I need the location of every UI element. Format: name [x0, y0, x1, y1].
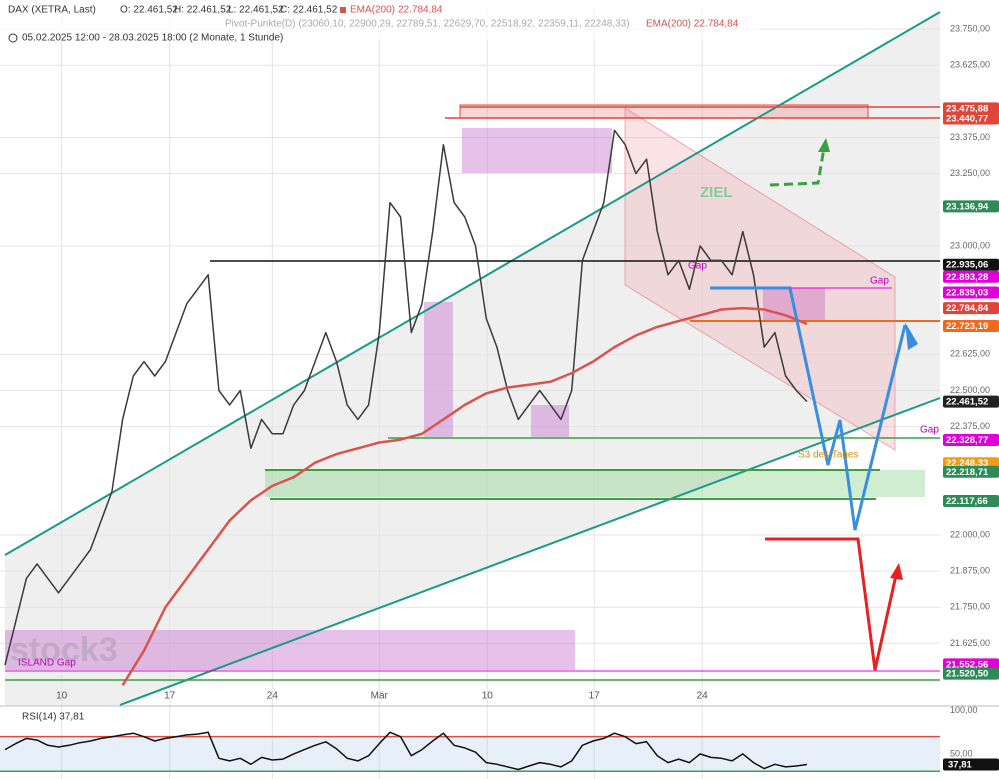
series-line: [121, 306, 808, 686]
level-label: 22.218,71: [946, 467, 989, 478]
y-tick-label: 21.875,00: [950, 566, 990, 576]
y-tick-label: 23.375,00: [950, 132, 990, 142]
support-zone: [265, 470, 925, 497]
ema-label: EMA(200): [350, 5, 395, 16]
forecast-path: [710, 286, 907, 531]
level-marker: [943, 258, 999, 271]
x-tick-label: 24: [267, 691, 279, 702]
level-label: 21.552,56: [946, 659, 988, 670]
header-bg: [0, 0, 760, 40]
arrow-head: [818, 138, 830, 152]
level-marker: [943, 112, 999, 125]
level-marker: [943, 494, 999, 507]
y-tick-label: 22.000,00: [950, 529, 990, 539]
level-marker: [943, 433, 999, 446]
watermark: stock3: [10, 631, 118, 669]
down-channel: [624, 107, 896, 451]
level-label: 23.475,88: [946, 103, 988, 114]
series-layer: [0, 129, 940, 772]
zone: [462, 128, 612, 173]
annotation: ZIEL: [700, 184, 733, 201]
y-tick-label: 23.250,00: [950, 168, 990, 178]
level-label: 22.723,19: [946, 321, 988, 332]
level-label: 22.328,77: [946, 435, 988, 446]
ema-value: 22.784,84: [398, 5, 443, 16]
x-tick-label: 17: [589, 691, 601, 702]
forecast-path: [765, 537, 898, 671]
level-label: 22.248,33: [946, 458, 988, 469]
y-tick-label: 23.750,00: [950, 23, 990, 33]
annotation: S3 des Tages: [798, 450, 858, 461]
series-line: [4, 731, 808, 771]
x-tick-label: 10: [482, 691, 494, 702]
level-marker: [943, 102, 999, 115]
level-marker: [943, 319, 999, 332]
symbol: DAX (XETRA, Last): [8, 5, 96, 16]
level-label: 22.893,28: [946, 272, 988, 283]
last-marker: [943, 758, 999, 771]
level-label: 21.520,50: [946, 669, 988, 680]
y-tick-label: 23.625,00: [950, 60, 990, 70]
annotation: Gap: [870, 276, 889, 287]
zone: [531, 405, 569, 437]
level-marker: [943, 200, 999, 213]
zone: [5, 630, 575, 670]
y-tick-label: 50,00: [950, 748, 973, 758]
level-marker: [943, 286, 999, 299]
x-tick-label: 17: [164, 691, 176, 702]
annotation: Gap: [920, 425, 939, 436]
y-tick-label: 100,00: [950, 705, 978, 715]
rsi-title: RSI(14) 37,81: [22, 712, 85, 723]
level-label: 23.136,94: [946, 201, 989, 212]
level-marker: [943, 658, 999, 671]
ohlc: O: 22.461,52: [120, 5, 178, 16]
band-fill: [0, 736, 940, 772]
x-tick-label: Mär: [371, 691, 389, 702]
level-marker: [943, 395, 999, 408]
level-label: 22.935,06: [946, 260, 988, 271]
level-label: 22.461,52: [946, 397, 988, 408]
arrow-head: [890, 563, 903, 580]
level-label: 22.784,84: [946, 303, 989, 314]
series-line: [4, 129, 808, 666]
y-tick-label: 21.625,00: [950, 638, 990, 648]
level-marker: [943, 667, 999, 680]
range: 05.02.2025 12:00 - 28.03.2025 18:00 (2 M…: [22, 33, 283, 44]
ohlc: H: 22.461,52: [174, 5, 232, 16]
grid: [0, 8, 940, 779]
level-label: 23.440,77: [946, 114, 988, 125]
y-tick-label: 22.625,00: [950, 349, 990, 359]
pivots: Pivot-Punkte(D) (23060,10, 22900,29, 227…: [225, 19, 630, 30]
level-label: 22.117,66: [946, 496, 988, 507]
arrow-head: [905, 322, 918, 350]
channel-fill: [5, 12, 940, 705]
ohlc: L: 22.461,52: [228, 5, 284, 16]
level-label: 22.839,03: [946, 287, 988, 298]
x-tick-label: 24: [697, 691, 709, 702]
channel-line: [4, 11, 941, 556]
ohlc: C: 22.461,52: [280, 5, 338, 16]
annotation: Gap: [688, 261, 707, 272]
last-label: 37,81: [948, 759, 972, 770]
x-tick-label: 10: [56, 691, 68, 702]
level-marker: [943, 465, 999, 478]
y-tick-label: 22.500,00: [950, 385, 990, 395]
forecast-path: [769, 147, 826, 187]
level-marker: [943, 270, 999, 283]
annotation: ISLAND Gap: [18, 658, 76, 669]
y-tick-label: 23.000,00: [950, 240, 990, 250]
clock-icon: [8, 33, 18, 43]
level-marker: [943, 302, 999, 315]
channel-line: [119, 397, 941, 706]
ema-label: EMA(200) 22.784,84: [646, 19, 739, 30]
zone: [424, 302, 453, 437]
y-tick-label: 22.375,00: [950, 421, 990, 431]
y-tick-label: 21.750,00: [950, 602, 990, 612]
legend-swatch: [340, 7, 346, 13]
